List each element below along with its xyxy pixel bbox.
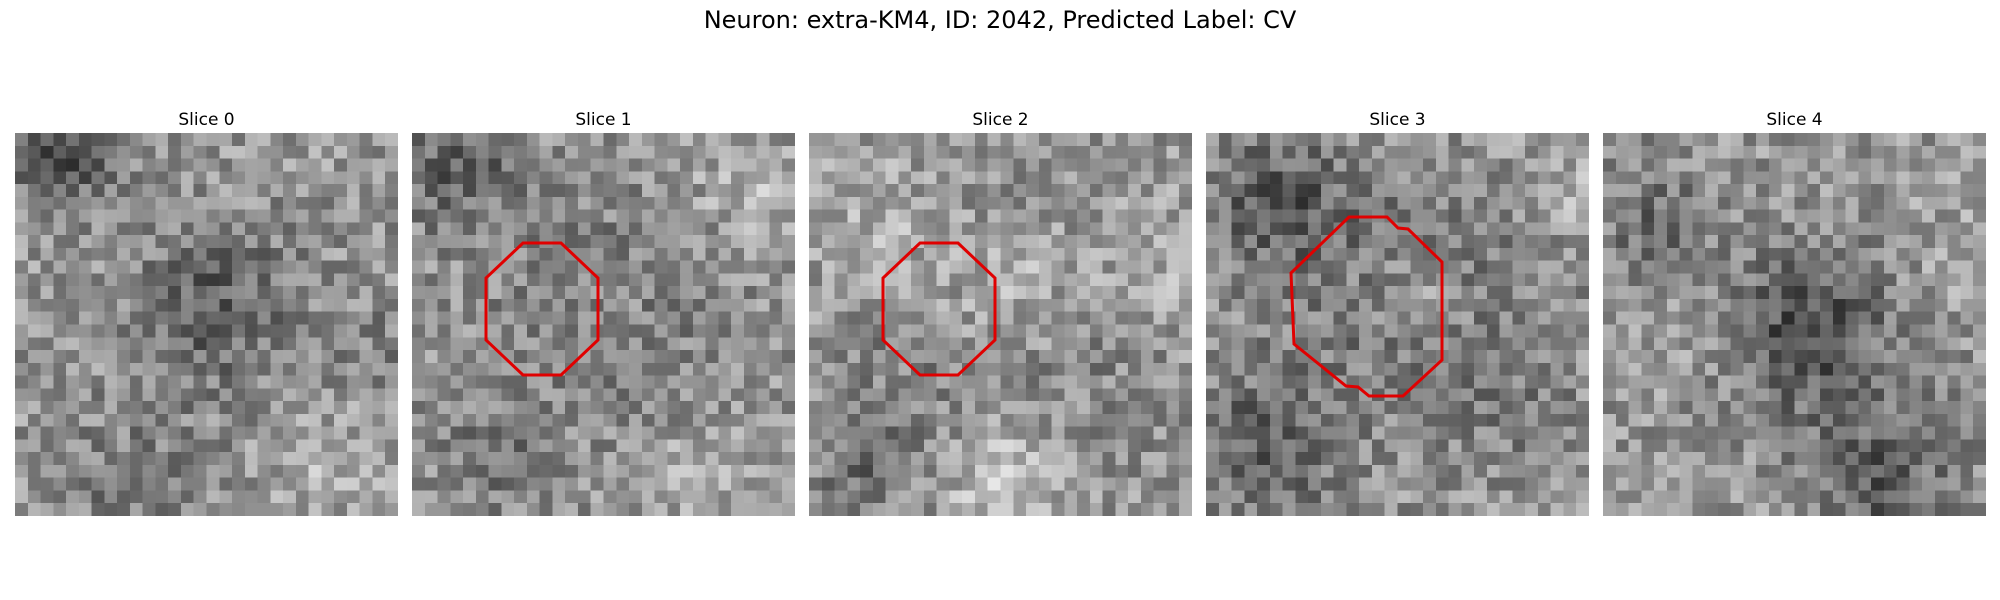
slice-0-overlay: [15, 133, 398, 516]
slice-3-overlay: [1289, 215, 1444, 398]
slice-title: Slice 1: [575, 110, 632, 130]
slice-title: Slice 0: [178, 110, 235, 130]
slice-title: Slice 2: [972, 110, 1029, 130]
slice-image: [15, 133, 398, 516]
contour-outline: [1289, 215, 1444, 398]
slice-0-pixels: [15, 133, 398, 516]
slice-panel-2: Slice 2: [809, 108, 1192, 516]
contour-outline: [484, 241, 600, 377]
slice-4-pixels: [1603, 133, 1986, 516]
slice-title: Slice 4: [1766, 110, 1823, 130]
slice-panel-0: Slice 0: [15, 108, 398, 516]
slice-3-pixels: [1206, 133, 1589, 516]
figure-title: Neuron: extra-KM4, ID: 2042, Predicted L…: [703, 6, 1297, 34]
slice-panel-1: Slice 1: [412, 108, 795, 516]
slice-image: [1603, 133, 1986, 516]
slice-image: [412, 133, 795, 516]
slice-2-pixels: [809, 133, 1192, 516]
slice-1-overlay: [484, 241, 600, 377]
slice-panel-4: Slice 4: [1603, 108, 1986, 516]
slice-panel-3: Slice 3: [1206, 108, 1589, 516]
contour-outline: [881, 241, 997, 377]
slice-image: [809, 133, 1192, 516]
slice-2-overlay: [881, 241, 997, 377]
slice-title: Slice 3: [1369, 110, 1426, 130]
slice-4-overlay: [1603, 133, 1986, 516]
slice-1-pixels: [412, 133, 795, 516]
slice-image: [1206, 133, 1589, 516]
